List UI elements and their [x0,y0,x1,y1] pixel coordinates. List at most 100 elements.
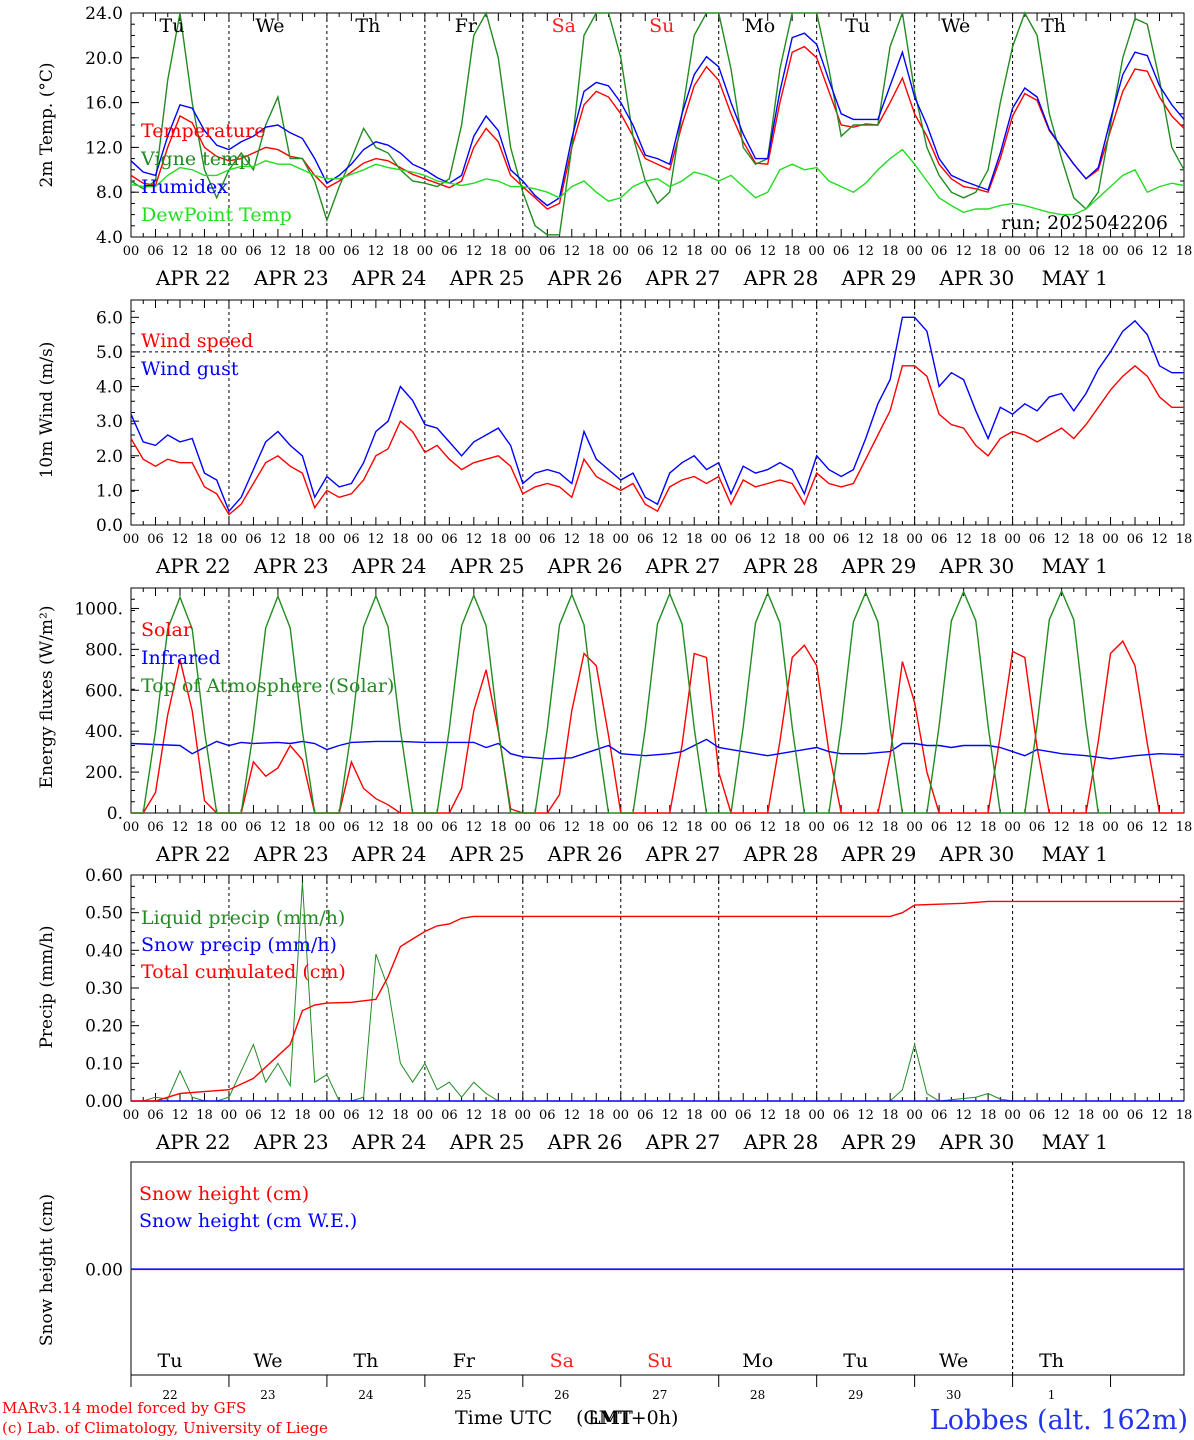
hour-tick-label: 12 [270,244,287,259]
hour-tick-label: 18 [392,244,409,259]
hour-tick-label: 06 [931,1108,948,1123]
day-number-label: 24 [358,1388,374,1402]
date-label: APR 29 [841,554,917,578]
panel-2: 00 06 12 18 00 06 12 18 00 06 12 18 00 06 12 18 00 06 12 18… [37,299,1193,578]
hour-tick-label: 18 [784,532,801,547]
hour-tick-label: 00 [515,820,532,835]
date-label: APR 24 [351,554,427,578]
hour-tick-label: 18 [1176,244,1193,259]
date-label: APR 27 [645,1130,721,1154]
hour-tick-label: 18 [294,244,311,259]
date-label: APR 26 [547,842,623,866]
date-label: MAY 1 [1042,842,1108,866]
hour-tick-label: 12 [955,532,972,547]
date-label: APR 27 [645,842,721,866]
y-tick-label: 24.0 [85,4,123,24]
hour-tick-label: 18 [784,244,801,259]
panel-4: 00 06 12 18 00 06 12 18 00 06 12 18 00 06 12 18 00 06 12 18… [37,866,1192,1154]
hour-tick-label: 06 [245,532,262,547]
date-label: APR 26 [547,1130,623,1154]
weekday-label: We [253,1350,282,1372]
hour-tick-label: 18 [1176,532,1193,547]
date-label: APR 30 [938,554,1014,578]
y-tick-label: 16.0 [85,94,123,114]
hour-tick-label: 00 [417,244,434,259]
hour-tick-label: 18 [196,820,213,835]
hour-tick-label: 00 [515,532,532,547]
weekday-label: Tu [160,15,185,37]
hour-tick-label: 12 [857,820,874,835]
hour-tick-label: 12 [1053,1108,1070,1123]
weekday-label: We [939,1350,968,1372]
y-axis-label: Snow height (cm) [37,1194,57,1346]
hour-tick-label: 12 [564,1108,581,1123]
legend-vigne-temp: Vigne temp [140,148,251,170]
hour-tick-label: 12 [564,820,581,835]
weekday-label: Fr [455,15,478,37]
hour-tick-label: 00 [808,820,825,835]
hour-tick-label: 06 [931,532,948,547]
legend-wind-speed: Wind speed [141,330,253,352]
hour-tick-label: 06 [147,244,164,259]
hour-tick-label: 18 [980,1108,997,1123]
hour-tick-label: 12 [368,1108,385,1123]
hour-tick-label: 00 [417,532,434,547]
hour-tick-label: 00 [808,244,825,259]
y-tick-label: 800. [85,640,123,660]
hour-tick-label: 00 [123,244,140,259]
date-label: APR 28 [743,266,819,290]
date-label: APR 24 [351,842,427,866]
xlabel-gmt: (GMT+0h) [576,1407,678,1429]
panel-5: Snow height (cm) 0.00 Tu 22 We 23 Th 24 Fr 25 Sa 26… [37,1161,1185,1402]
hour-tick-label: 12 [1151,1108,1168,1123]
hour-tick-label: 18 [588,1108,605,1123]
hour-tick-label: 00 [123,820,140,835]
panel-3: 00 06 12 18 00 06 12 18 00 06 12 18 00 06 12 18 00 06 12 18… [37,587,1192,866]
panels: 00 06 12 18 00 06 12 18 00 06 12 18 00 06 12 18 00 06 12 18… [37,4,1192,1402]
hour-tick-label: 18 [882,820,899,835]
date-label: APR 28 [743,554,819,578]
hour-tick-label: 18 [882,244,899,259]
hour-tick-label: 00 [906,820,923,835]
hour-tick-label: 12 [661,244,678,259]
hour-tick-label: 18 [784,1108,801,1123]
hour-tick-label: 12 [172,820,189,835]
legend-temperature: Temperature [141,120,265,142]
hour-tick-label: 00 [1004,532,1021,547]
hour-tick-label: 06 [147,1108,164,1123]
footer-model: MARv3.14 model forced by GFS [2,1399,246,1417]
weekday-label: Su [647,1350,672,1372]
y-tick-label: 0.40 [85,941,123,961]
day-number-label: 29 [848,1388,863,1402]
hour-tick-label: 18 [980,820,997,835]
hour-tick-label: 12 [270,1108,287,1123]
date-label: APR 25 [449,842,525,866]
hour-tick-label: 06 [1127,820,1144,835]
hour-tick-label: 06 [539,1108,556,1123]
hour-tick-label: 00 [221,532,238,547]
weekday-label: Th [1039,1350,1064,1372]
hour-tick-label: 06 [931,244,948,259]
legend-infrared: Infrared [141,647,221,669]
hour-tick-label: 00 [221,244,238,259]
hour-tick-label: 00 [1102,1108,1119,1123]
weekday-label: Su [649,15,674,37]
series-line-dewpoint-temp [130,148,1185,216]
y-tick-label: 2.0 [96,447,123,467]
hour-tick-label: 06 [343,532,360,547]
legend-snow-height-cm-: Snow height (cm) [139,1183,309,1205]
legend-snow-height-cm-w-e-: Snow height (cm W.E.) [139,1210,357,1232]
hour-tick-label: 12 [466,244,483,259]
series-line-wind-speed [130,364,1184,516]
hour-tick-label: 00 [612,244,629,259]
hour-tick-label: 18 [588,820,605,835]
hour-tick-label: 06 [441,820,458,835]
hour-tick-label: 12 [661,532,678,547]
hour-tick-label: 00 [417,820,434,835]
weekday-label: Th [1041,15,1066,37]
day-number-label: 26 [554,1388,569,1402]
location-label: Lobbes (alt. 162m) [930,1405,1188,1436]
hour-tick-label: 00 [906,532,923,547]
series-line-solar [131,640,1184,814]
hour-tick-label: 06 [1029,1108,1046,1123]
